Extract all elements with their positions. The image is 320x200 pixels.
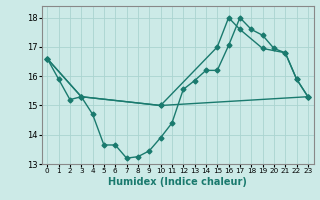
X-axis label: Humidex (Indice chaleur): Humidex (Indice chaleur)	[108, 177, 247, 187]
